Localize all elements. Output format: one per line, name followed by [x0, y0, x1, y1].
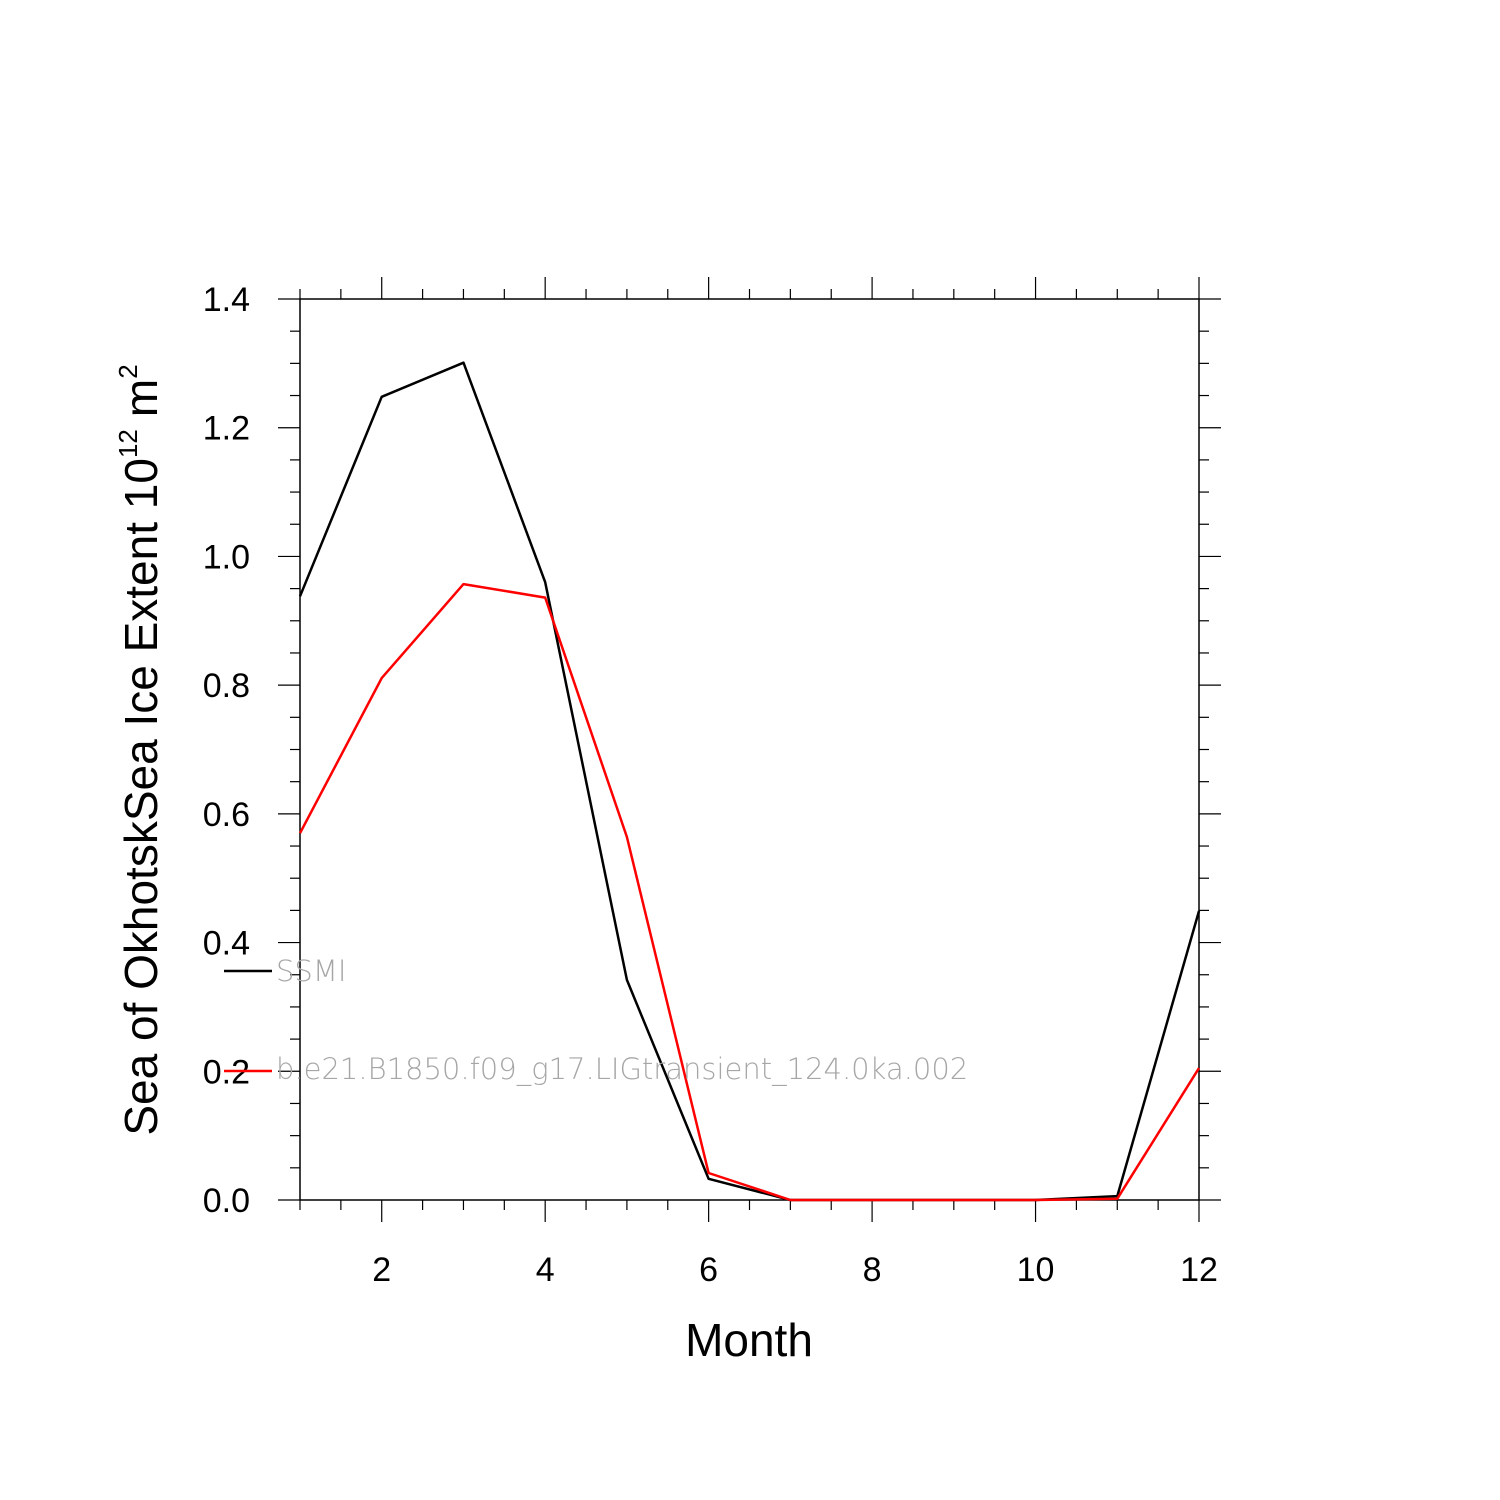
x-tick-label: 8 [863, 1251, 882, 1289]
tick-labels: 2 4 6 8 10 12 0.0 0.2 0.4 0.6 0.8 1.0 1.2 1.4 [203, 281, 1218, 1289]
y-tick-label: 1.4 [203, 281, 250, 319]
y-axis-title-exponent: 12 [113, 429, 143, 458]
y-tick-label: 0.0 [203, 1182, 250, 1220]
y-tick-label: 0.2 [203, 1053, 250, 1091]
legend: SSMI b.e21.B1850.f09_g17.LIGtransient_12… [224, 954, 968, 1087]
y-tick-label: 1.2 [203, 410, 250, 448]
plot-frame [299, 298, 1200, 1201]
x-tick-label: 10 [1017, 1251, 1055, 1289]
y-tick-label: 0.8 [203, 667, 250, 705]
axis-ticks [278, 277, 1221, 1222]
series-line-1 [298, 582, 1201, 1202]
y-axis-title-main: Sea of OkhotskSea Ice Extent 10 [115, 458, 167, 1136]
y-axis-title-unit: m [115, 379, 167, 417]
y-axis-title-unit-exponent: 2 [113, 364, 143, 378]
y-tick-label: 0.6 [203, 796, 250, 834]
y-axis-title: Sea of OkhotskSea Ice Extent 1012 m2 [113, 364, 167, 1135]
x-axis-title: Month [685, 1314, 813, 1366]
series-layer [298, 361, 1201, 1202]
x-tick-label: 12 [1180, 1251, 1218, 1289]
y-tick-label: 1.0 [203, 538, 250, 576]
legend-label-model: b.e21.B1850.f09_g17.LIGtransient_124.0ka… [276, 1052, 968, 1087]
y-tick-label: 0.4 [203, 925, 250, 963]
legend-label-ssmi: SSMI [276, 954, 346, 988]
x-tick-label: 6 [699, 1251, 718, 1289]
x-tick-label: 4 [536, 1251, 555, 1289]
x-tick-label: 2 [372, 1251, 391, 1289]
